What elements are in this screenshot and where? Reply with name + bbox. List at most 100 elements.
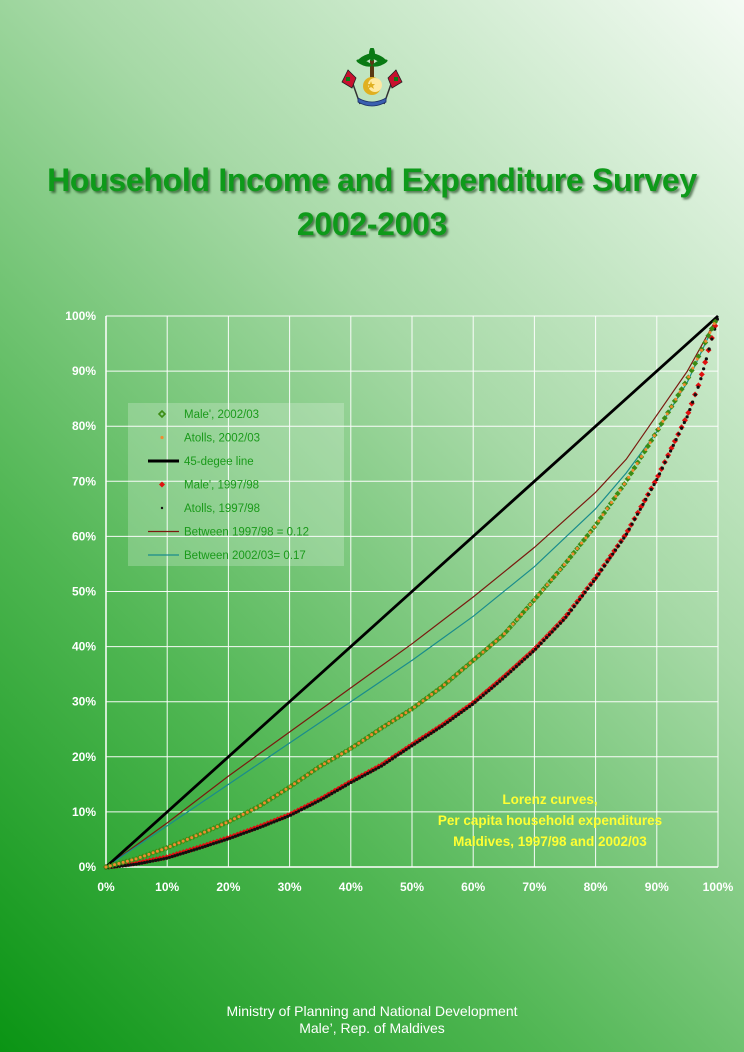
data-point [682,383,686,387]
data-point [432,729,436,734]
data-point [294,810,298,815]
data-point [455,672,459,676]
data-point [534,647,538,651]
data-point [635,461,639,465]
data-point [181,839,185,843]
x-tick-label: 20% [216,880,240,894]
data-point [477,654,481,658]
data-point [222,838,227,842]
footer-location: Male’, Rep. of Maldives [299,1020,445,1036]
data-point [332,790,337,794]
data-point [641,502,645,506]
data-point [371,768,375,773]
x-tick-label: 0% [97,880,115,894]
data-point [679,426,684,430]
data-point [671,443,675,447]
data-point [335,788,339,792]
data-point [412,705,416,709]
data-point [715,317,719,321]
x-axis-ticks: 0% 10% 20% 30% 40% 50% 60% 70% 80% 90% 100% [97,880,733,894]
data-point [481,693,485,697]
data-point [137,862,141,866]
data-point [264,823,268,827]
data-point [198,832,202,836]
data-point [363,773,367,777]
data-point [630,522,634,526]
legend-marker [160,435,164,440]
data-point [628,470,635,477]
data-point [661,415,668,422]
data-point [644,497,648,501]
data-point [589,583,593,587]
data-point [584,536,588,540]
data-point [250,828,254,832]
data-point [297,779,301,783]
data-point [220,839,224,843]
data-point [525,655,529,659]
data-point [545,635,549,640]
data-point [541,588,545,592]
data-point [299,808,304,812]
data-point [586,587,590,591]
data-point [374,730,378,734]
data-point [382,762,386,766]
data-point [151,851,155,855]
data-point [368,770,372,774]
data-point [275,793,279,797]
x-tick-label: 30% [278,880,302,894]
data-point [517,662,521,666]
data-point [314,767,318,771]
y-tick-label: 50% [72,585,96,599]
data-point [695,357,699,361]
data-point [622,536,626,540]
data-point [696,385,700,389]
data-point [509,669,513,674]
data-point [678,390,682,394]
data-point [200,845,204,849]
data-point [379,764,383,768]
data-point [352,744,356,748]
data-point [302,806,306,810]
data-point [156,858,160,862]
data-point [123,863,127,868]
chart-series [103,314,719,870]
data-point [143,854,147,858]
data-point [657,472,662,476]
data-point [297,809,301,813]
y-tick-label: 30% [72,695,96,709]
data-point [203,844,207,848]
data-point [476,698,480,702]
data-point [605,507,609,511]
data-point [693,393,697,397]
data-point [374,767,378,771]
data-point [151,859,155,863]
data-point [567,557,571,561]
data-point [142,860,147,865]
data-point [685,415,689,419]
data-point [313,801,317,805]
data-point [663,460,667,465]
data-point [344,749,348,753]
data-point [597,519,601,523]
data-point [481,650,485,654]
data-point [164,846,168,850]
data-point [117,862,121,866]
data-point [451,675,455,679]
data-point [168,844,172,848]
data-point [487,688,491,693]
data-point [580,594,585,598]
data-point [465,706,469,711]
data-point [214,841,218,845]
data-point [120,864,125,868]
data-point [366,771,370,776]
data-point [532,598,536,602]
data-point [228,836,232,840]
data-point [203,830,207,834]
data-point [145,860,149,864]
data-point [211,842,216,846]
data-point [635,512,640,516]
data-point [164,856,169,860]
legend-label: Atolls, 1997/98 [184,503,260,515]
data-point [594,576,598,580]
maldives-emblem-logo [341,48,403,107]
